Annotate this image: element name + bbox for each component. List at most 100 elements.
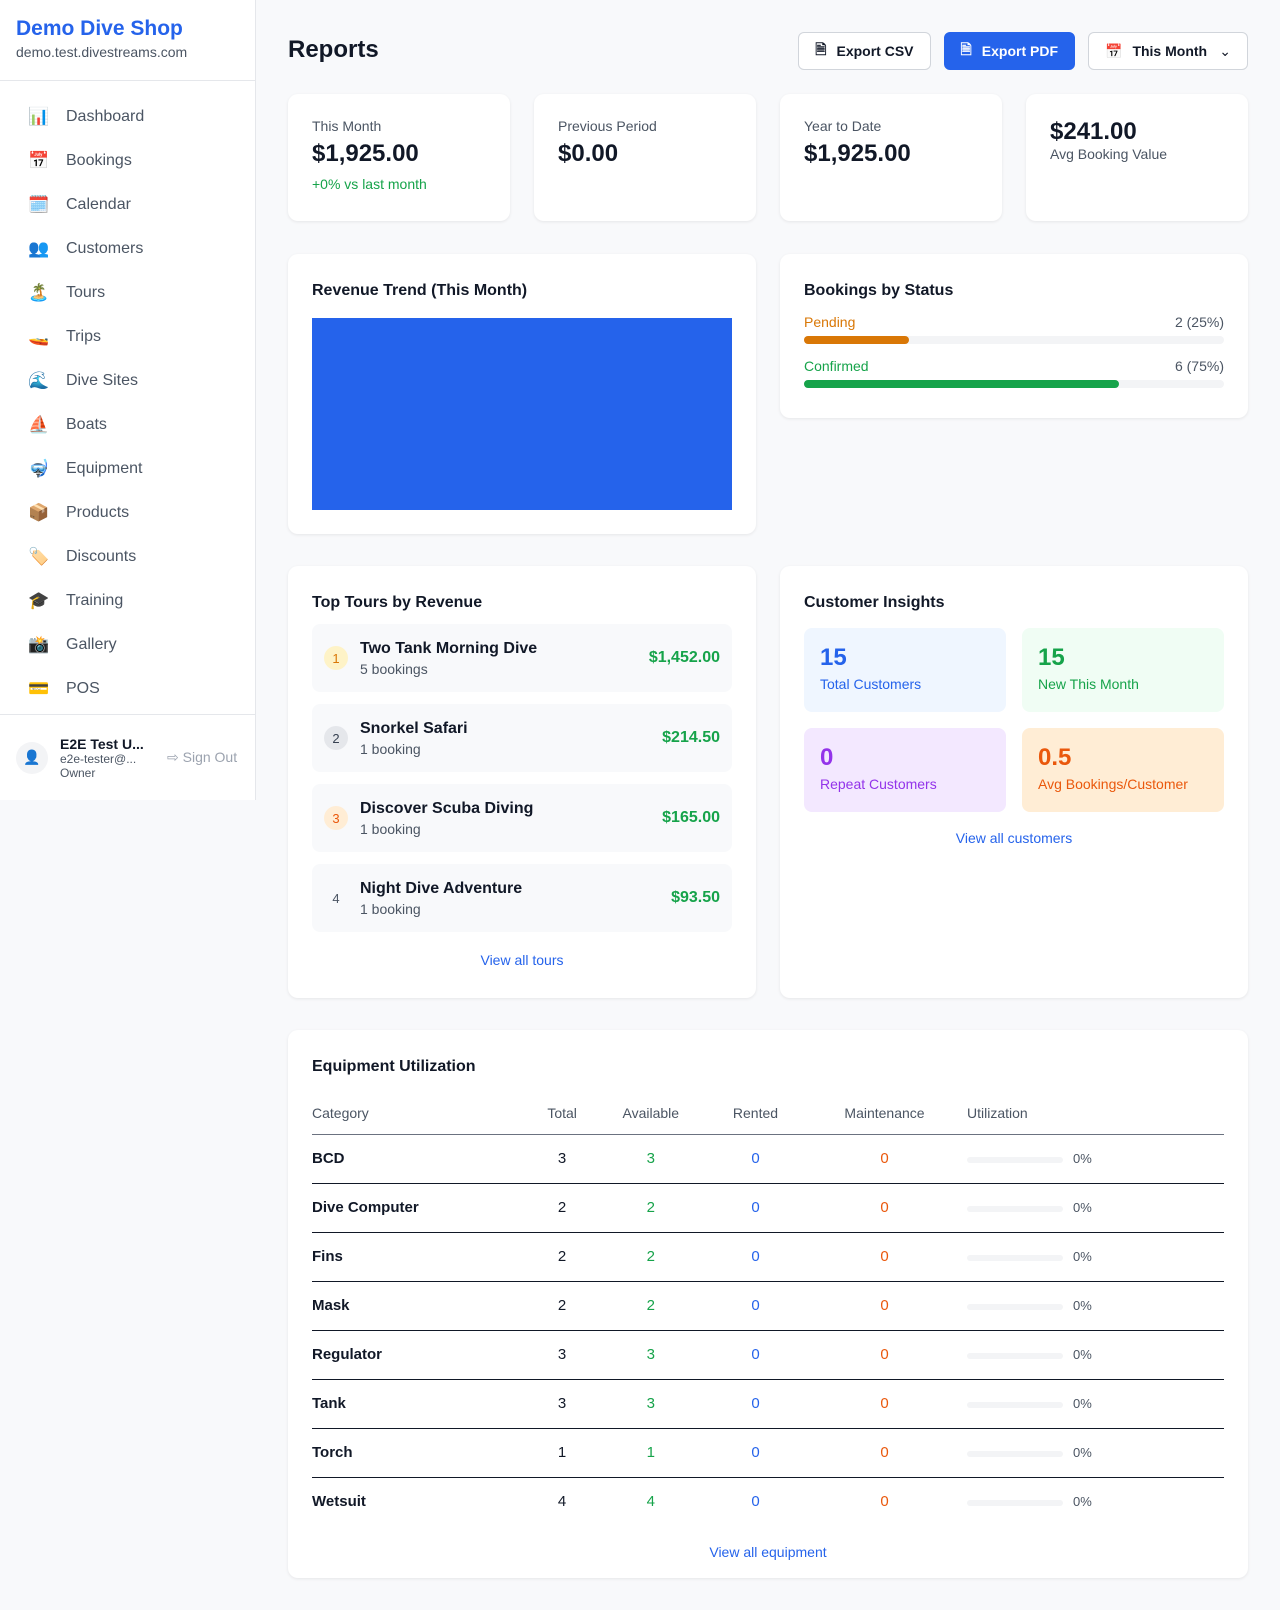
card-title: Bookings by Status <box>804 282 954 299</box>
table-row: Torch 1 1 0 0 0% <box>312 1428 1224 1478</box>
cell-value: 0 <box>880 1493 889 1511</box>
cell-value: 0% <box>1073 1298 1092 1313</box>
table-cell: 0 <box>709 1330 802 1380</box>
view-all-tours-link[interactable]: View all tours <box>480 952 564 968</box>
table-cell: 3 <box>531 1330 593 1380</box>
sidebar-item-customers[interactable]: 👥 Customers <box>0 227 255 271</box>
table-cell: 0 <box>709 1281 802 1331</box>
insight-label: Total Customers <box>820 676 922 692</box>
sidebar-item-training[interactable]: 🎓 Training <box>0 579 255 623</box>
revenue-trend-card: Revenue Trend (This Month) <box>288 254 756 534</box>
sidebar-item-discounts[interactable]: 🏷️ Discounts <box>0 535 255 579</box>
stat-card: Previous Period $0.00 <box>534 94 756 221</box>
brand-name[interactable]: Demo Dive Shop <box>16 17 183 40</box>
table-cell: 0% <box>967 1330 1224 1380</box>
table-row: Fins 2 2 0 0 0% <box>312 1232 1224 1282</box>
sidebar-item-tours[interactable]: 🏝️ Tours <box>0 271 255 315</box>
sidebar-item-calendar[interactable]: 🗓️ Calendar <box>0 183 255 227</box>
table-cell: 0 <box>709 1428 802 1478</box>
table-cell: 0% <box>967 1379 1224 1429</box>
sidebar-item-gallery[interactable]: 📸 Gallery <box>0 623 255 667</box>
table-cell: 2 <box>531 1232 593 1282</box>
page-title: Reports <box>288 36 379 63</box>
table-cell: 2 <box>531 1281 593 1331</box>
tour-item[interactable]: 4 Night Dive Adventure 1 booking $93.50 <box>312 864 732 932</box>
table-cell: Mask <box>312 1281 532 1331</box>
file-download-icon: 🗎 <box>960 41 972 57</box>
cell-value: 4 <box>557 1493 567 1511</box>
tour-item[interactable]: 1 Two Tank Morning Dive 5 bookings $1,452.0… <box>312 624 732 692</box>
cell-value: 3 <box>557 1346 567 1363</box>
sidebar-item-boats[interactable]: ⛵ Boats <box>0 403 255 447</box>
utilization-bar <box>967 1499 1064 1506</box>
card-title: Revenue Trend (This Month) <box>312 282 528 299</box>
table-cell: 0% <box>967 1477 1224 1526</box>
table-cell: 0 <box>801 1379 968 1429</box>
sidebar-item-label: POS <box>66 680 100 697</box>
table-cell: BCD <box>312 1134 532 1184</box>
sign-out-button[interactable]: ⇨ Sign Out <box>167 749 237 766</box>
training-icon: 🎓 <box>28 591 50 610</box>
sidebar-item-dashboard[interactable]: 📊 Dashboard <box>0 95 255 139</box>
sidebar-item-bookings[interactable]: 📅 Bookings <box>0 139 255 183</box>
status-progress-fill <box>804 336 909 344</box>
table-cell: 2 <box>592 1183 709 1233</box>
insight-value: 15 <box>1038 644 1065 671</box>
period-select[interactable]: 📅 This Month ⌄ <box>1088 32 1248 70</box>
sidebar-item-label: Customers <box>66 240 144 257</box>
sidebar-item-label: Training <box>66 592 124 609</box>
cell-value: 0 <box>751 1297 760 1314</box>
stat-label: This Month <box>312 118 382 134</box>
cell-value: Fins <box>312 1248 343 1265</box>
equipment-table: Category Total Available Rented Maintenance U… <box>312 1092 1224 1526</box>
table-cell: 0 <box>709 1477 802 1526</box>
top-tours-card: Top Tours by Revenue 1 Two Tank Morning D… <box>288 566 756 998</box>
stat-label: Previous Period <box>558 118 657 134</box>
user-icon: 👤 <box>16 741 48 774</box>
sidebar-item-label: Trips <box>66 328 101 345</box>
cell-value: 0% <box>1073 1249 1092 1264</box>
utilization-bar <box>967 1156 1064 1163</box>
tour-item[interactable]: 3 Discover Scuba Diving 1 booking $165.00 <box>312 784 732 852</box>
table-cell: 0 <box>801 1232 968 1282</box>
table-cell: 0 <box>801 1134 968 1184</box>
sign-out-icon: ⇨ <box>167 749 179 765</box>
tour-item[interactable]: 2 Snorkel Safari 1 booking $214.50 <box>312 704 732 772</box>
sidebar-item-products[interactable]: 📦 Products <box>0 491 255 535</box>
view-all-customers-link[interactable]: View all customers <box>955 830 1073 846</box>
column-header: Category <box>312 1092 532 1135</box>
tour-rank: 4 <box>332 890 340 906</box>
tour-revenue: $93.50 <box>671 889 720 906</box>
sidebar-item-equipment[interactable]: 🤿 Equipment <box>0 447 255 491</box>
bookings-status-card: Bookings by Status Pending 2 (25%) Confirm… <box>780 254 1248 418</box>
user-panel: 👤 E2E Test U... e2e-tester@... Owner ⇨ S… <box>0 714 255 800</box>
export-csv-button[interactable]: 🗎 Export CSV <box>798 32 931 70</box>
sidebar-item-dive-sites[interactable]: 🌊 Dive Sites <box>0 359 255 403</box>
sidebar-item-trips[interactable]: 🚤 Trips <box>0 315 255 359</box>
pos-icon: 💳 <box>28 679 50 698</box>
status-progress <box>804 336 1224 344</box>
cell-value: 2 <box>646 1199 655 1216</box>
stat-change: +0% vs last month <box>312 176 427 192</box>
user-email: e2e-tester@... <box>60 751 137 766</box>
sidebar-item-pos[interactable]: 💳 POS <box>0 667 255 711</box>
cell-value: 0 <box>751 1395 760 1412</box>
cell-value: 0 <box>751 1199 760 1216</box>
table-row: BCD 3 3 0 0 0% <box>312 1134 1224 1184</box>
chevron-down-icon: ⌄ <box>1219 42 1231 59</box>
gallery-icon: 📸 <box>28 635 50 654</box>
table-cell: 2 <box>592 1281 709 1331</box>
table-cell: 0 <box>709 1183 802 1233</box>
cell-value: Regulator <box>312 1346 383 1363</box>
column-header: Utilization <box>967 1092 1224 1135</box>
sidebar: Demo Dive Shop demo.test.divestreams.com… <box>0 0 256 800</box>
sidebar-item-label: Discounts <box>66 548 137 565</box>
card-title: Customer Insights <box>804 594 945 611</box>
export-pdf-button[interactable]: 🗎 Export PDF <box>943 32 1075 70</box>
cell-value: 3 <box>646 1395 655 1412</box>
cell-value: 4 <box>646 1493 655 1511</box>
table-cell: 1 <box>592 1428 709 1478</box>
table-cell: 0% <box>967 1183 1224 1233</box>
table-cell: 0 <box>801 1330 968 1380</box>
view-all-equipment-link[interactable]: View all equipment <box>709 1544 827 1560</box>
